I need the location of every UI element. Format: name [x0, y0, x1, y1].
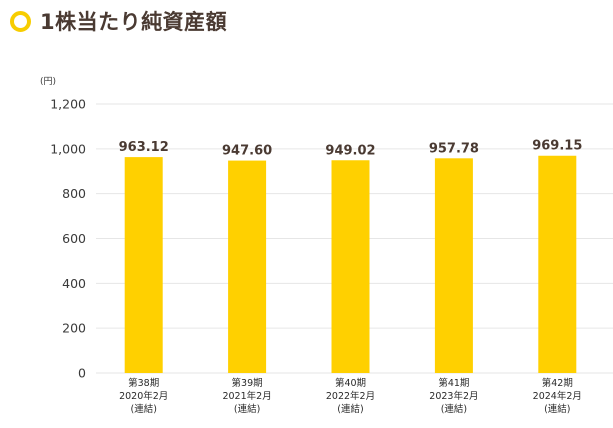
data-labels: 963.12 947.60 949.02 957.78 969.15: [119, 139, 583, 159]
x-category-label: (連結): [544, 403, 570, 415]
y-tick-label: 200: [62, 321, 86, 336]
bar-value-label: 969.15: [532, 139, 582, 154]
bar: [331, 160, 370, 373]
bars: [124, 155, 577, 373]
x-category-label: 2020年2月: [119, 390, 168, 402]
bar-value-label: 963.12: [119, 140, 169, 155]
x-category-label: 第40期: [335, 377, 366, 389]
bar: [434, 158, 473, 373]
bar-value-label: 947.60: [222, 144, 272, 159]
page-title: 1株当たり純資産額: [40, 10, 228, 34]
x-category-label: 第38期: [128, 377, 159, 389]
y-tick-label: 800: [62, 186, 86, 201]
y-tick-label: 0: [78, 366, 86, 381]
ring-bullet-icon: [10, 10, 31, 32]
bar: [228, 160, 267, 373]
bar-value-label: 957.78: [429, 141, 479, 156]
y-tick-label: 1,000: [50, 141, 86, 156]
x-category-label: (連結): [234, 403, 260, 415]
x-category-label: 2023年2月: [429, 390, 478, 402]
y-tick-label: 600: [62, 231, 86, 246]
bar-value-label: 949.02: [325, 143, 375, 158]
x-category-label: 第39期: [232, 377, 263, 389]
x-axis: 第38期2020年2月(連結)第39期2021年2月(連結)第40期2022年2…: [119, 377, 582, 415]
x-category-label: (連結): [130, 403, 156, 415]
bar: [124, 157, 163, 373]
x-category-label: 第42期: [542, 377, 573, 389]
x-category-label: 2022年2月: [326, 390, 375, 402]
y-tick-label: 1,200: [50, 97, 86, 112]
x-category-label: 第41期: [438, 377, 469, 389]
y-axis: (円) 0 200 400 600 800 1,000 1,200: [40, 76, 86, 381]
x-category-label: 2024年2月: [533, 390, 582, 402]
y-axis-unit-label: (円): [40, 76, 56, 87]
x-category-label: (連結): [441, 403, 467, 415]
y-tick-label: 400: [62, 276, 86, 291]
x-category-label: 2021年2月: [222, 390, 271, 402]
page-header: 1株当たり純資産額: [10, 6, 227, 36]
x-category-label: (連結): [337, 403, 363, 415]
bar: [538, 155, 577, 373]
